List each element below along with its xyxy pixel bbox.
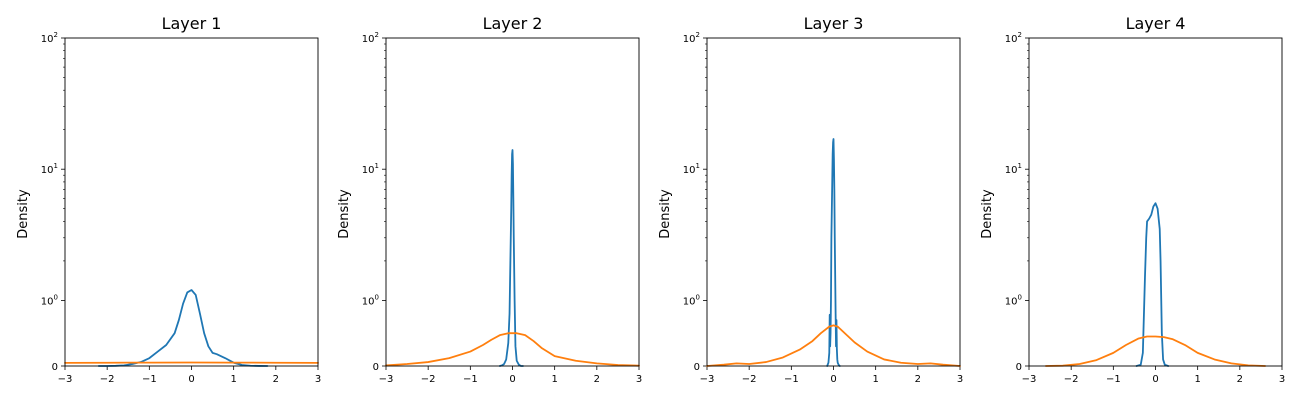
x-tick-label: 0 — [1152, 374, 1158, 385]
x-tick-label: −3 — [1022, 374, 1037, 385]
y-tick-label: 101 — [41, 162, 58, 176]
x-tick-label: −2 — [421, 374, 436, 385]
x-tick-label: −3 — [700, 374, 715, 385]
y-tick-label: 100 — [362, 293, 379, 307]
y-tick-label: 101 — [362, 162, 379, 176]
x-tick-label: 2 — [915, 374, 921, 385]
x-tick-label: 1 — [1194, 374, 1200, 385]
x-tick-label: 2 — [594, 374, 600, 385]
series-line-2 — [707, 325, 960, 366]
x-tick-label: −1 — [463, 374, 478, 385]
y-tick-label: 100 — [1005, 293, 1022, 307]
y-tick-label: 101 — [1005, 162, 1022, 176]
x-tick-label: 3 — [315, 374, 321, 385]
series-line-1 — [1137, 203, 1169, 366]
y-tick-label: 0 — [373, 362, 379, 373]
plot-frame — [65, 38, 318, 366]
y-tick-label: 102 — [41, 31, 58, 45]
y-axis-label: Density — [658, 189, 673, 239]
chart-panel-1: Layer 1 Density −3 −2 −1 0 1 2 3 0 100 101 102 — [16, 14, 321, 385]
series-line-2 — [1046, 336, 1265, 366]
chart-panel-4: Layer 4 Density −3 −2 −1 0 1 2 3 0 100 101 102 — [980, 14, 1285, 385]
x-tick-label: 2 — [273, 374, 279, 385]
y-axis-label: Density — [980, 189, 995, 239]
x-tick-label: 0 — [188, 374, 194, 385]
series-line-1 — [99, 290, 268, 366]
x-tick-label: 0 — [830, 374, 836, 385]
chart-title: Layer 3 — [804, 14, 864, 33]
x-tick-label: −1 — [142, 374, 157, 385]
x-tick-label: −2 — [742, 374, 757, 385]
y-axis-label: Density — [337, 189, 352, 239]
x-tick-label: 3 — [636, 374, 642, 385]
x-tick-label: 1 — [872, 374, 878, 385]
chart-title: Layer 1 — [162, 14, 222, 33]
series-line-1 — [827, 139, 840, 366]
x-tick-label: −3 — [379, 374, 394, 385]
x-tick-label: −1 — [784, 374, 799, 385]
plot-frame — [707, 38, 960, 366]
y-tick-label: 0 — [1016, 362, 1022, 373]
x-tick-label: −1 — [1106, 374, 1121, 385]
x-tick-label: 0 — [509, 374, 515, 385]
x-tick-label: −3 — [58, 374, 73, 385]
x-tick-label: −2 — [100, 374, 115, 385]
series-line-2 — [386, 333, 639, 365]
x-tick-label: 1 — [551, 374, 557, 385]
plot-frame — [1029, 38, 1282, 366]
x-tick-label: −2 — [1064, 374, 1079, 385]
y-tick-label: 102 — [1005, 31, 1022, 45]
y-axis-label: Density — [16, 189, 31, 239]
chart-panel-2: Layer 2 Density −3 −2 −1 0 1 2 3 0 100 101 102 — [337, 14, 642, 385]
chart-title: Layer 2 — [483, 14, 543, 33]
chart-panel-3: Layer 3 Density −3 −2 −1 0 1 2 3 0 100 101 102 — [658, 14, 963, 385]
y-tick-label: 100 — [41, 293, 58, 307]
y-tick-label: 100 — [683, 293, 700, 307]
x-tick-label: 3 — [1279, 374, 1285, 385]
y-tick-label: 102 — [362, 31, 379, 45]
y-tick-label: 102 — [683, 31, 700, 45]
y-tick-label: 101 — [683, 162, 700, 176]
y-tick-label: 0 — [52, 362, 58, 373]
chart-title: Layer 4 — [1126, 14, 1186, 33]
x-tick-label: 2 — [1237, 374, 1243, 385]
y-tick-label: 0 — [694, 362, 700, 373]
x-tick-label: 3 — [957, 374, 963, 385]
x-tick-label: 1 — [230, 374, 236, 385]
